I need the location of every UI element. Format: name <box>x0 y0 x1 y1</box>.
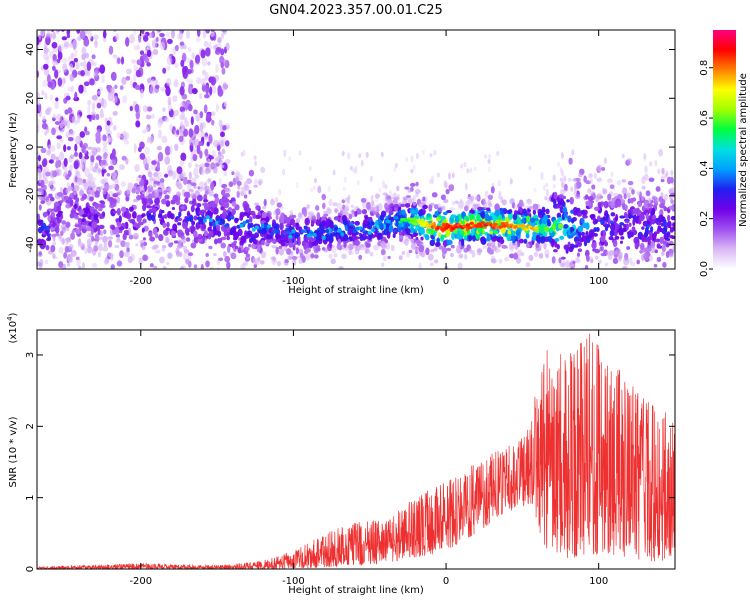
y-tick-label: -40 <box>25 236 36 252</box>
colorbar: 0.0 0.2 0.4 0.6 0.8 Normalized spectral ampl… <box>699 30 749 277</box>
snr-axes: -200 -100 0 100 0 1 2 3 <box>25 330 675 587</box>
snr-multiplier: (x104) <box>6 312 19 343</box>
colorbar-tick-label: 0.6 <box>699 110 710 126</box>
y-tick-label: 1 <box>25 494 36 500</box>
x-tick-label: 0 <box>443 276 449 287</box>
svg-text:(x104): (x104) <box>6 312 19 343</box>
spectrogram-frame <box>36 29 676 270</box>
x-tick-label: -200 <box>129 276 152 287</box>
spectrogram-heatmap <box>37 30 675 269</box>
y-tick-label: 3 <box>25 352 36 358</box>
colorbar-tick-label: 0.8 <box>699 60 710 76</box>
snr-xlabel: Height of straight line (km) <box>288 585 424 596</box>
colorbar-tick-label: 0.2 <box>699 211 710 227</box>
spectrogram-ylabel: Frequency (Hz) <box>8 112 19 188</box>
colorbar-label: Normalized spectral amplitude <box>738 73 749 227</box>
x-tick-label: 100 <box>589 576 608 587</box>
y-tick-label: 0 <box>25 144 36 150</box>
colorbar-tick-label: 0.0 <box>699 261 710 277</box>
x-tick-label: -100 <box>282 276 305 287</box>
x-tick-label: -200 <box>129 576 152 587</box>
figure-title: GN04.2023.357.00.01.C25 <box>269 3 443 18</box>
x-tick-label: -100 <box>282 576 305 587</box>
y-tick-label: 20 <box>25 92 36 105</box>
snr-frame <box>36 329 676 570</box>
x-tick-label: 0 <box>443 576 449 587</box>
snr-panel: -200 -100 0 100 0 1 2 3 Height of straight line… <box>6 312 676 596</box>
snr-series-line <box>36 333 676 571</box>
y-tick-label: -20 <box>25 188 36 204</box>
y-tick-label: 40 <box>25 43 36 56</box>
y-tick-label: 0 <box>25 566 36 572</box>
x-tick-label: 100 <box>589 276 608 287</box>
colorbar-gradient <box>713 30 736 269</box>
snr-ylabel: SNR (10 * v/v) <box>8 416 19 487</box>
y-tick-label: 2 <box>25 423 36 429</box>
colorbar-axis: 0.0 0.2 0.4 0.6 0.8 <box>699 60 713 277</box>
spectrogram-xlabel: Height of straight line (km) <box>288 285 424 296</box>
colorbar-tick-label: 0.4 <box>699 160 710 176</box>
